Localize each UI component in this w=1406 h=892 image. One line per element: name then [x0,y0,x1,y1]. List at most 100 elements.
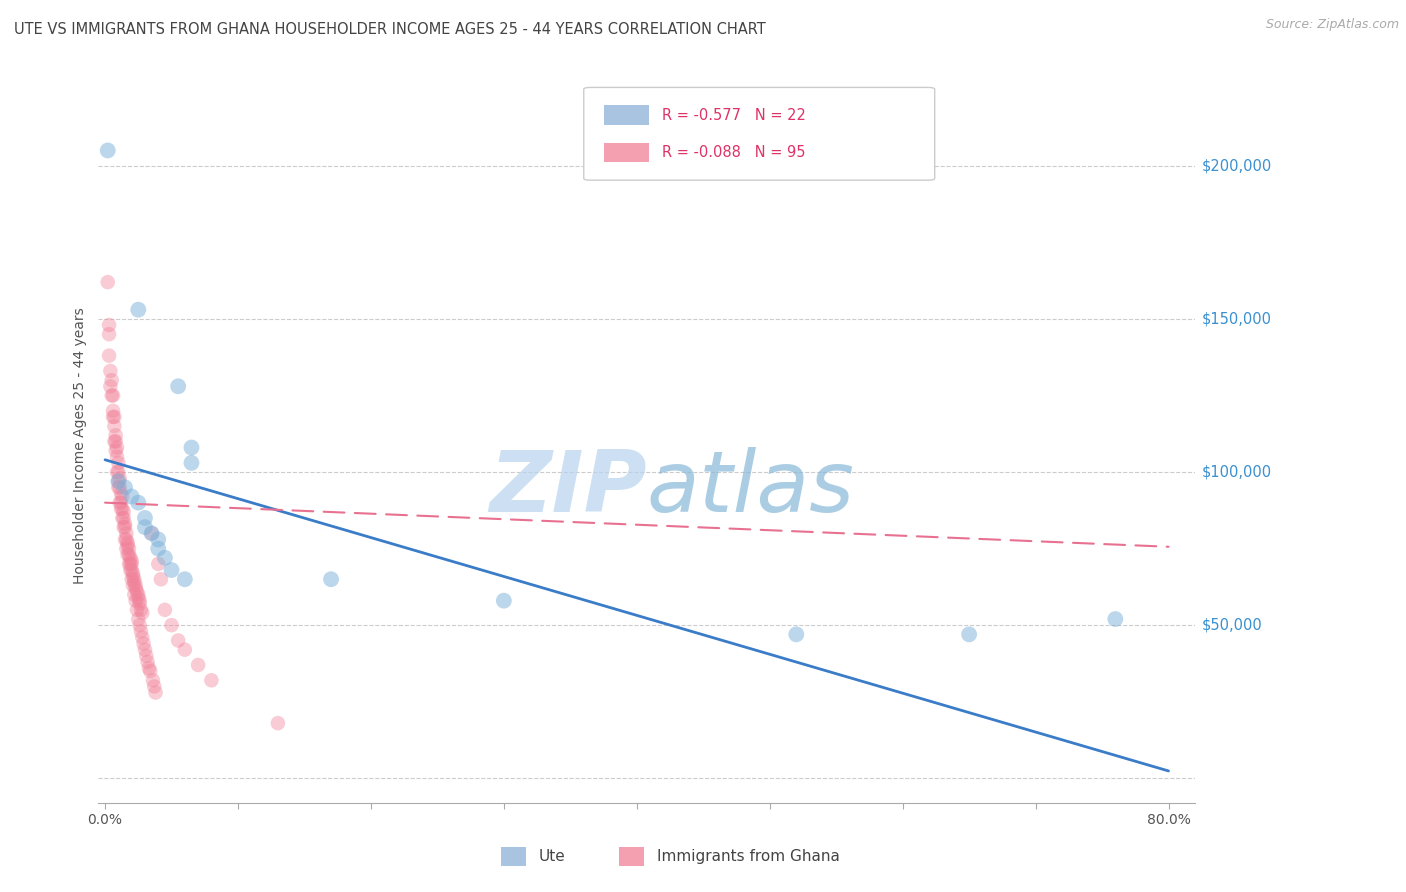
Point [131,606,153,620]
Point [105,465,128,479]
Point [111,490,134,504]
Point [149,572,172,586]
Point [118,557,141,571]
Point [124,578,146,592]
Point [97,144,120,158]
Point [167,379,190,393]
Point [141,526,163,541]
Point [100,364,122,378]
Point [103,434,125,449]
Point [180,441,202,455]
Point [142,673,165,688]
Point [173,642,195,657]
Point [173,572,195,586]
Point [110,501,132,516]
Point [136,655,159,669]
Point [104,434,127,449]
Text: R = -0.577   N = 22: R = -0.577 N = 22 [662,108,806,122]
Point [124,572,146,586]
Text: Source: ZipAtlas.com: Source: ZipAtlas.com [1265,18,1399,31]
Bar [619,847,644,866]
Point [153,603,176,617]
Point [129,624,152,639]
Text: R = -0.088   N = 95: R = -0.088 N = 95 [662,145,806,160]
Point [492,593,515,607]
Text: $50,000: $50,000 [1202,617,1263,632]
Text: $150,000: $150,000 [1202,311,1272,326]
Point [132,636,155,650]
Point [153,550,176,565]
Point [127,591,149,605]
Point [100,373,122,387]
Text: UTE VS IMMIGRANTS FROM GHANA HOUSEHOLDER INCOME AGES 25 - 44 YEARS CORRELATION C: UTE VS IMMIGRANTS FROM GHANA HOUSEHOLDER… [14,22,766,37]
Point [118,541,141,556]
Point [125,584,148,599]
Point [100,379,122,393]
Point [160,618,183,632]
Point [114,480,136,494]
Bar [501,847,526,866]
Point [101,404,124,418]
Point [108,496,131,510]
Point [128,597,150,611]
Point [124,582,146,596]
Point [139,664,162,678]
Point [127,612,149,626]
Point [129,603,152,617]
Point [125,603,148,617]
Point [100,388,122,402]
Point [957,627,980,641]
Point [135,648,157,663]
Point [118,548,141,562]
Point [107,474,129,488]
Point [1104,612,1126,626]
Point [114,517,136,532]
Point [110,496,132,510]
Point [110,486,132,500]
Point [112,505,135,519]
Point [107,456,129,470]
Point [148,541,170,556]
Point [98,318,121,332]
Point [143,680,166,694]
Text: $100,000: $100,000 [1202,465,1272,480]
Point [120,557,142,571]
Point [160,563,183,577]
Point [105,450,128,464]
Point [141,526,163,541]
Point [101,409,124,424]
Point [120,550,142,565]
Point [112,520,135,534]
Point [121,490,143,504]
Point [107,474,129,488]
Point [108,480,131,494]
Point [98,327,121,342]
Point [134,511,156,525]
Point [128,593,150,607]
Bar [605,105,648,125]
Point [134,520,156,534]
Point [117,535,139,549]
Point [115,541,138,556]
Point [180,456,202,470]
Point [200,673,222,688]
Point [127,302,149,317]
FancyBboxPatch shape [583,87,935,180]
Point [131,631,153,645]
Point [127,496,149,510]
Point [121,557,143,571]
Point [111,511,134,525]
Point [785,627,807,641]
Point [105,441,128,455]
Point [117,548,139,562]
Point [122,578,145,592]
Point [121,563,143,577]
Point [122,566,145,580]
Point [108,471,131,485]
Point [148,533,170,547]
Point [107,465,129,479]
Point [134,642,156,657]
Point [127,588,149,602]
Point [121,554,143,568]
Point [114,520,136,534]
